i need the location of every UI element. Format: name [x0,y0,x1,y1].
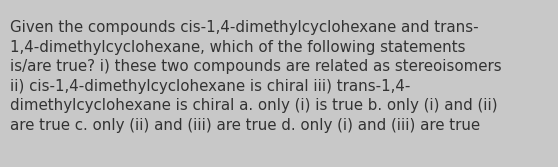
Text: Given the compounds cis-1,4-dimethylcyclohexane and trans-
1,4-dimethylcyclohexa: Given the compounds cis-1,4-dimethylcycl… [10,20,502,133]
